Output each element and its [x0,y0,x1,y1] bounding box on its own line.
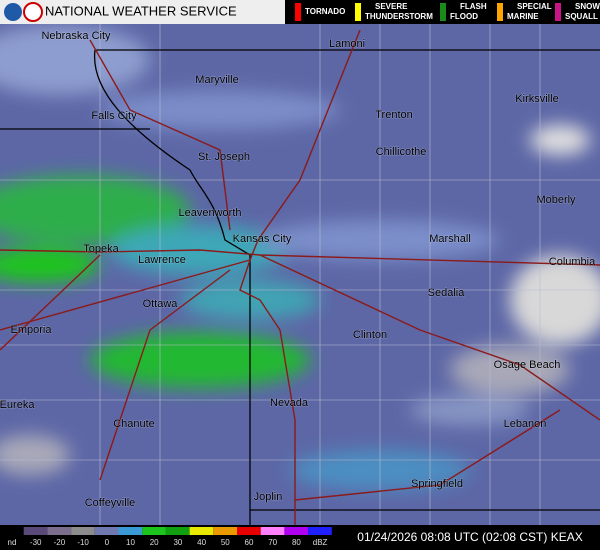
scale-swatch [213,527,237,535]
scale-label: 20 [150,538,159,547]
scale-swatch [284,527,309,535]
city-label: Lebanon [504,418,547,430]
city-labels: Nebraska City Lamoni Maryville Kirksville Fa… [0,29,597,509]
state-borders [0,49,600,525]
scale-label: -10 [77,538,89,547]
scale-swatch [47,527,72,535]
scale-label: nd [8,538,17,547]
scale-label: 70 [268,538,277,547]
city-label: Trenton [375,109,413,121]
city-label: Nebraska City [41,30,111,42]
scale-label: -30 [30,538,42,547]
scale-label: dBZ [313,538,328,547]
city-label: Ottawa [143,298,179,310]
city-label: Moberly [536,194,576,206]
scale-swatch [71,527,95,535]
city-label: Clinton [353,329,387,341]
scale-swatch [260,527,285,535]
scale-swatch [237,527,261,535]
warning-label: SNOW SQUALL [565,2,600,21]
city-label: Emporia [11,324,53,336]
city-label: Eureka [0,399,35,411]
city-label: Topeka [83,243,119,255]
warning-label: FLASH FLOOD [450,2,487,21]
warning-swatch [555,3,561,21]
scale-swatch [142,527,166,535]
city-label: Coffeyville [85,497,136,509]
city-label: Kansas City [233,233,292,245]
warning-label: TORNADO [305,7,345,16]
city-label: Marshall [429,233,471,245]
nws-logo [23,2,43,22]
scale-label: 0 [105,538,110,547]
scale-label: 60 [245,538,254,547]
scale-swatch [165,527,190,535]
city-label: Lawrence [138,254,186,266]
scale-swatch [118,527,143,535]
scale-swatch [23,527,48,535]
city-label: Leavenworth [179,207,242,219]
noaa-logo [4,3,22,21]
scale-label: -20 [54,538,66,547]
warning-swatch [497,3,503,21]
city-label: Springfield [411,478,463,490]
city-label: Kirksville [515,93,558,105]
warning-swatch [440,3,446,21]
city-label: Columbia [549,256,596,268]
city-label: Maryville [195,74,238,86]
scale-swatch [189,527,214,535]
city-label: Chanute [113,418,155,430]
scale-label: 50 [221,538,230,547]
city-label: Sedalia [428,287,466,299]
scale-label: 80 [292,538,301,547]
warning-label: SEVERE THUNDERSTORM [365,2,433,21]
scale-label: 10 [126,538,135,547]
scale-label: 30 [173,538,182,547]
scale-swatch [0,527,24,535]
scale-swatch [94,527,119,535]
highways [0,29,600,525]
city-label: St. Joseph [198,151,250,163]
city-label: Falls City [91,110,137,122]
warning-label: SPECIAL MARINE [507,2,552,21]
header-title: NATIONAL WEATHER SERVICE [45,3,237,18]
timestamp: 01/24/2026 08:08 UTC (02:08 CST) KEAX [357,530,582,544]
scale-label: 40 [197,538,206,547]
city-label: Nevada [270,397,309,409]
city-label: Joplin [254,491,283,503]
warning-swatch [295,3,301,21]
scale-swatch [308,527,332,535]
city-label: Chillicothe [376,146,427,158]
warning-swatch [355,3,361,21]
city-label: Lamoni [329,38,365,50]
city-label: Osage Beach [494,359,561,371]
